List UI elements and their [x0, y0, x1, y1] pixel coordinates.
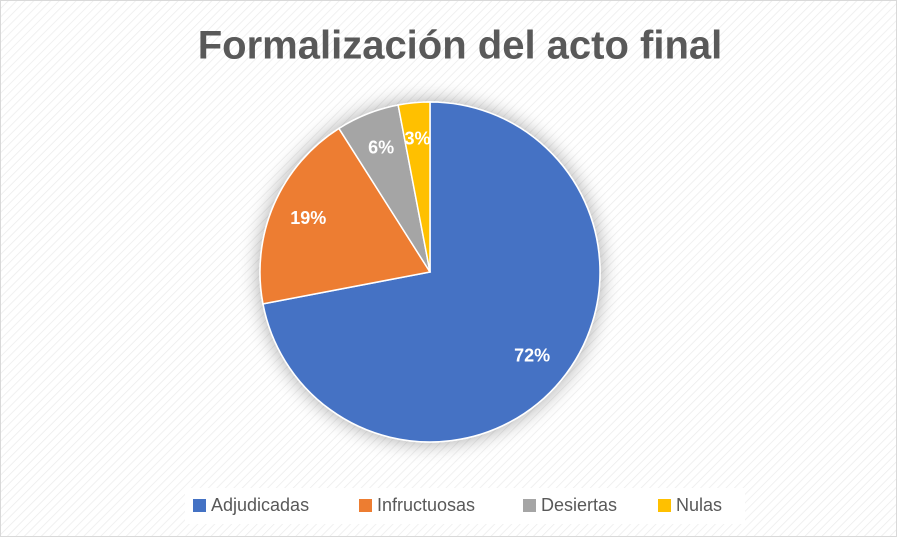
pie-slice: [262, 101, 601, 443]
pie-slice: [397, 101, 431, 273]
legend-background: [185, 488, 745, 524]
legend-swatch: [523, 499, 536, 512]
data-label: 6%: [368, 137, 394, 157]
legend-swatch: [359, 499, 372, 512]
pie-slice: [259, 127, 432, 305]
legend-label: Nulas: [676, 495, 722, 515]
legend-swatch: [193, 499, 206, 512]
legend-label: Desiertas: [541, 495, 617, 515]
chart-title: Formalización del acto final: [198, 24, 723, 68]
pie: [259, 101, 601, 443]
legend-swatch: [658, 499, 671, 512]
data-label: 72%: [514, 345, 550, 365]
legend-label: Adjudicadas: [211, 495, 309, 515]
legend-label: Infructuosas: [377, 495, 475, 515]
data-label: 3%: [405, 129, 431, 149]
data-label: 19%: [290, 208, 326, 228]
